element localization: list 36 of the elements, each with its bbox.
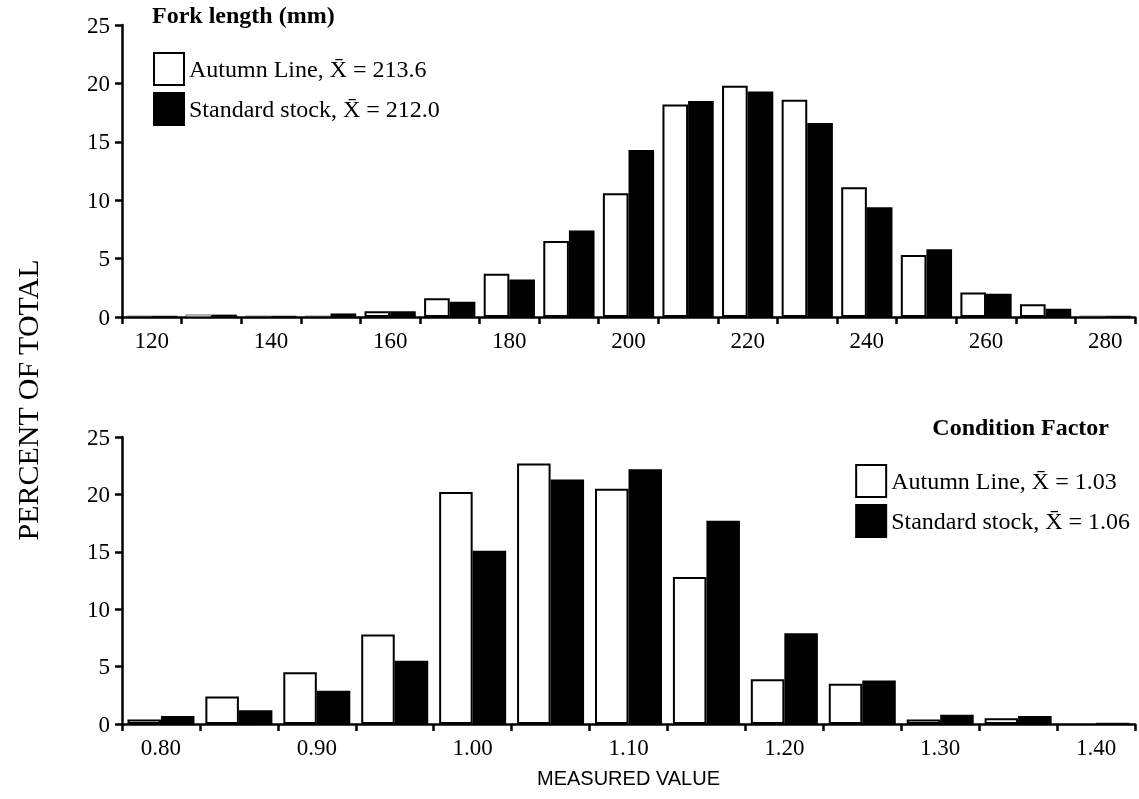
- x-tick-label: 260: [968, 328, 1004, 353]
- y-tick-label: 20: [87, 481, 110, 507]
- x-tick-label: 1.10: [608, 735, 649, 760]
- x-tick-label: 1.20: [764, 735, 805, 760]
- x-tick-label: 1.00: [452, 735, 493, 760]
- x-tick-label: 140: [253, 328, 289, 353]
- y-tick-label: 20: [87, 70, 110, 96]
- x-tick-label: 200: [611, 328, 646, 353]
- y-tick-label: 25: [87, 424, 110, 450]
- y-tick-label: 0: [98, 711, 110, 737]
- x-axis-title: MEASURED VALUE: [536, 767, 721, 789]
- chart-title: Condition Factor: [932, 414, 1110, 440]
- y-tick-label: 5: [98, 246, 110, 272]
- x-tick-label: 1.40: [1075, 735, 1117, 760]
- y-tick-label: 15: [87, 539, 110, 565]
- y-tick-label: 10: [87, 596, 110, 622]
- chart-title: Fork length (mm): [152, 2, 335, 28]
- y-tick-label: 0: [98, 304, 110, 330]
- x-tick-label: 220: [730, 328, 765, 353]
- x-tick-label: 1.30: [920, 735, 961, 760]
- legend-label: Autumn Line, X̄ = 1.03: [891, 468, 1117, 494]
- x-tick-label: 0.90: [296, 735, 337, 760]
- x-tick-label: 280: [1087, 328, 1123, 353]
- y-tick-label: 10: [87, 187, 110, 213]
- x-tick-label: 160: [372, 328, 408, 353]
- legend-label: Autumn Line, X̄ = 213.6: [189, 56, 427, 82]
- x-tick-label: 120: [134, 328, 170, 353]
- legend-label: Standard stock, X̄ = 1.06: [891, 508, 1130, 534]
- y-axis-title: PERCENT OF TOTAL: [11, 259, 45, 541]
- x-tick-label: 240: [849, 328, 885, 353]
- y-tick-label: 5: [98, 654, 110, 680]
- x-tick-label: 0.80: [140, 735, 182, 760]
- y-tick-label: 15: [87, 129, 110, 155]
- legend-label: Standard stock, X̄ = 212.0: [189, 96, 440, 122]
- y-tick-label: 25: [87, 12, 110, 38]
- x-tick-label: 180: [492, 328, 527, 353]
